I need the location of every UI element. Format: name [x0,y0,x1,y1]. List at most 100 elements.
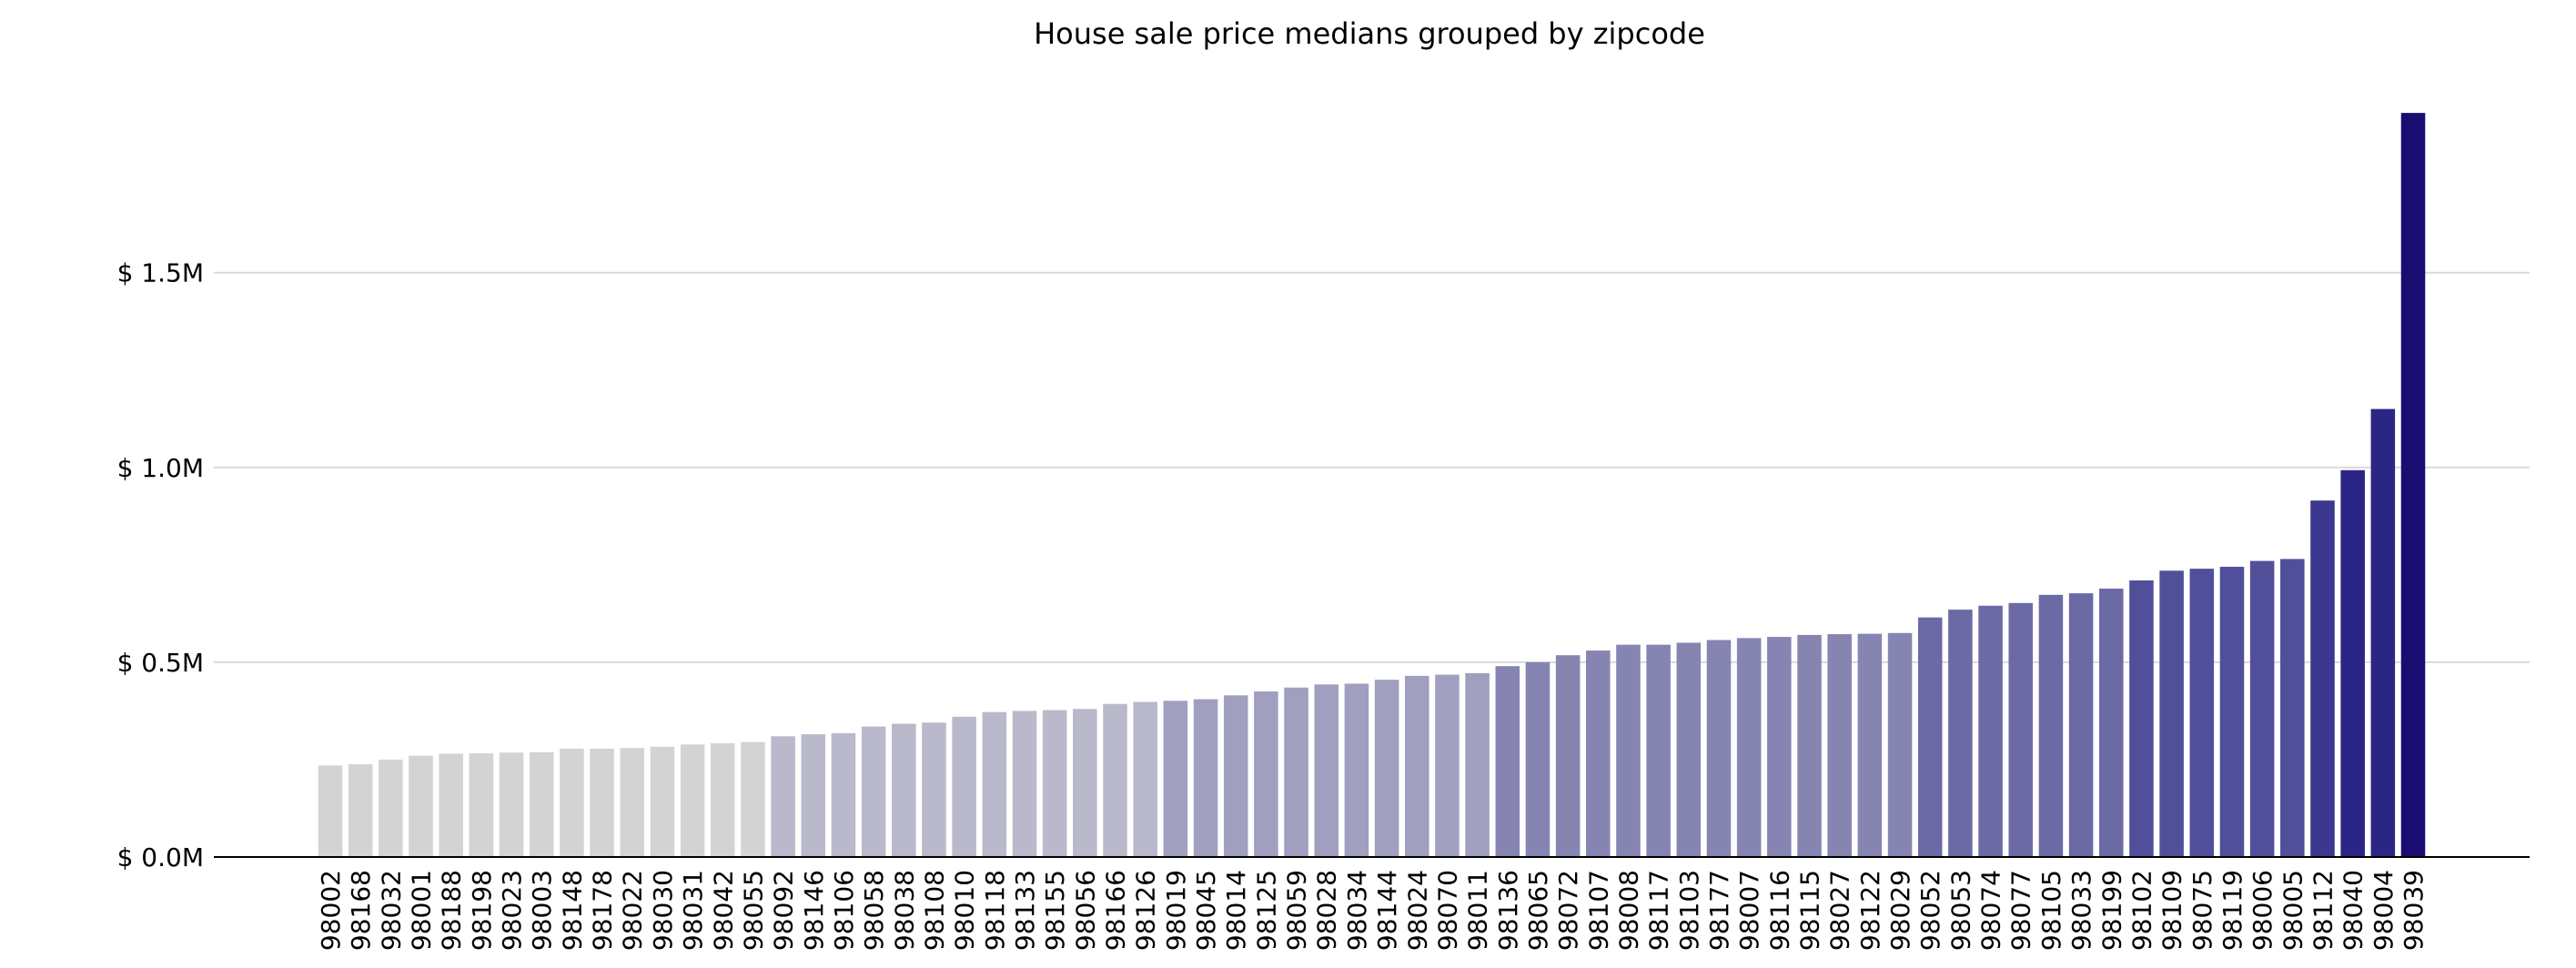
bar [801,734,826,857]
bar [2310,500,2335,857]
bar [499,752,524,857]
x-tick-label: 98023 [497,870,527,951]
x-tick-label: 98133 [1010,870,1040,951]
bar [1435,674,1460,857]
bar [1133,701,1157,857]
x-tick-label: 98027 [1825,870,1855,951]
x-tick-label: 98040 [2339,870,2369,951]
y-tick-label: $ 1.0M [117,453,204,483]
x-tick-label: 98006 [2248,870,2278,951]
x-tick-label: 98034 [1342,870,1372,951]
bar [318,765,343,857]
bar [2159,570,2184,857]
x-tick-label: 98144 [1372,870,1402,951]
bar [1767,637,1792,857]
bar [680,744,705,857]
x-tick-label: 98109 [2157,870,2187,951]
bar [2189,569,2215,857]
x-tick-label: 98106 [829,870,859,951]
bar [1978,605,2003,857]
y-tick-label: $ 0.5M [117,648,204,678]
x-tick-label: 98122 [1855,870,1885,951]
x-tick-label: 98003 [527,870,557,951]
bar [1193,699,1218,857]
bar [1525,661,1551,857]
x-tick-label: 98125 [1251,870,1281,951]
x-tick-label: 98055 [738,870,768,951]
bar [1706,640,1732,857]
bar [409,755,433,857]
bar [1676,642,1702,857]
x-tick-label: 98178 [588,870,618,951]
bar [590,748,614,857]
x-tick-label: 98199 [2096,870,2126,951]
x-tick-label: 98030 [648,870,678,951]
x-tick-label: 98007 [1734,870,1764,951]
bar [1042,710,1067,857]
x-tick-label: 98112 [2308,870,2338,951]
bar [1616,644,1641,857]
bar [529,751,554,857]
x-tick-label: 98002 [316,870,346,951]
x-tick-label: 98198 [467,870,497,951]
x-tick-label: 98038 [889,870,919,951]
x-tick-labels: 98002 98168 98032 98001 98188 98198 98023 98003… [316,870,2429,951]
x-tick-label: 98029 [1885,870,1915,951]
bar [469,753,494,857]
bar [922,722,946,857]
x-tick-label: 98065 [1523,870,1553,951]
x-tick-label: 98136 [1493,870,1523,951]
bar [1254,691,1278,857]
x-tick-label: 98117 [1644,870,1674,951]
bar [1555,655,1581,857]
x-tick-label: 98014 [1221,870,1251,951]
x-tick-label: 98092 [769,870,799,951]
bar [1012,711,1037,857]
x-tick-label: 98004 [2369,870,2399,951]
bar [2249,560,2275,857]
chart-title: House sale price medians grouped by zipc… [1034,16,1705,51]
x-tick-label: 98177 [1704,870,1734,951]
x-tick-label: 98116 [1764,870,1794,951]
x-tick-label: 98032 [376,870,406,951]
bar [710,742,735,857]
bar [650,746,675,857]
x-tick-label: 98075 [2187,870,2217,951]
x-tick-label: 98077 [2006,870,2036,951]
x-tick-label: 98166 [1101,870,1131,951]
bar [2370,408,2396,857]
bar [831,732,856,857]
x-tick-label: 98188 [437,870,467,951]
bar [1586,650,1611,857]
x-tick-label: 98074 [1976,870,2006,951]
bar [620,748,645,857]
bar [2068,593,2094,857]
bar [892,723,916,857]
x-tick-label: 98052 [1915,870,1945,951]
bar [439,753,463,857]
x-tick-label: 98126 [1131,870,1161,951]
x-tick-label: 98118 [980,870,1010,951]
x-tick-label: 98010 [950,870,980,951]
bar [771,736,795,857]
bars [318,113,2426,858]
bar [1495,666,1520,857]
bar [1344,683,1369,857]
bar [2098,588,2124,857]
x-tick-label: 98005 [2278,870,2308,951]
x-tick-label: 98102 [2126,870,2157,951]
x-tick-label: 98001 [407,870,437,951]
bar [741,741,765,857]
x-tick-label: 98039 [2399,870,2429,951]
bar [1857,633,1883,857]
x-tick-label: 98059 [1282,870,1312,951]
bar [2400,113,2426,858]
y-tick-label: $ 0.0M [117,842,204,872]
x-tick-label: 98058 [859,870,889,951]
bar [1917,617,1943,857]
x-tick-label: 98168 [346,870,376,951]
x-tick-label: 98011 [1463,870,1493,951]
bar [2280,559,2305,857]
x-tick-label: 98019 [1161,870,1191,951]
bar [1284,687,1308,857]
